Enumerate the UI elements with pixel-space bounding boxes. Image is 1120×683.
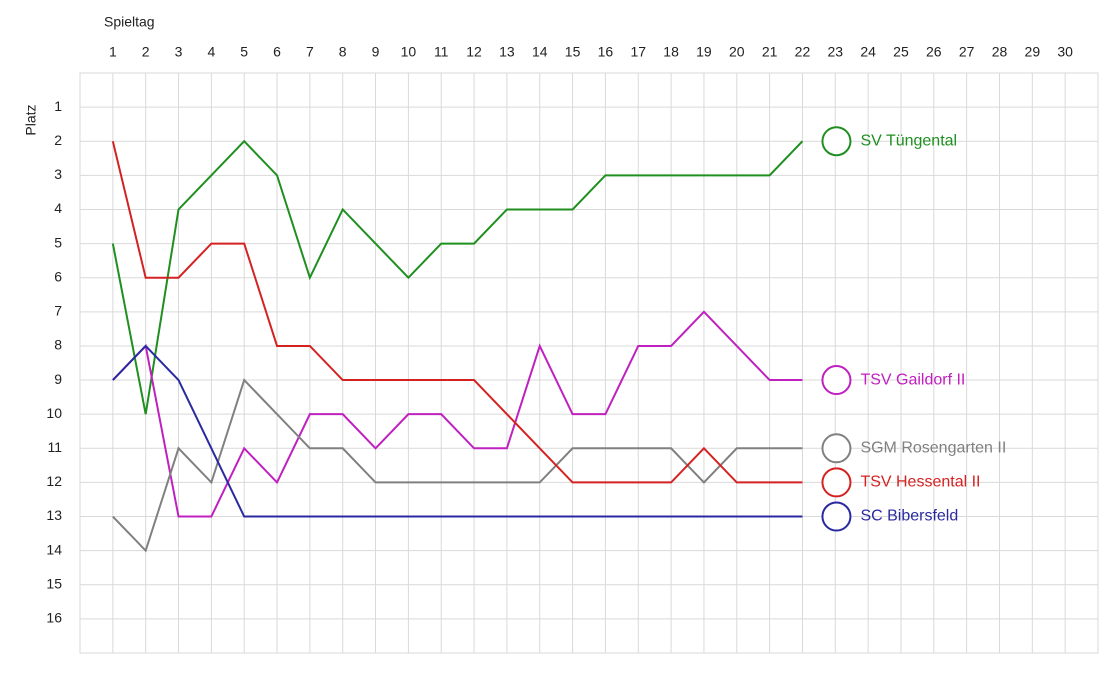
plot-frame: [79, 72, 1099, 654]
x-tick-label: 26: [926, 44, 942, 60]
team-logo: [821, 365, 852, 396]
y-tick-label: 3: [54, 166, 62, 182]
y-tick-label: 14: [46, 541, 62, 557]
x-tick-label: 5: [240, 44, 248, 60]
x-tick-label: 3: [175, 44, 183, 60]
legend-label: TSV Gaildorf II: [860, 371, 965, 388]
x-tick-label: 27: [959, 44, 975, 60]
x-tick-label: 4: [207, 44, 215, 60]
x-tick-label: 23: [828, 44, 844, 60]
team-logo: [821, 126, 852, 157]
y-tick-label: 4: [54, 200, 62, 216]
y-tick-label: 13: [46, 507, 62, 523]
x-tick-label: 8: [339, 44, 347, 60]
x-tick-label: 7: [306, 44, 314, 60]
series-line: [112, 378, 803, 553]
x-axis-label: Spieltag: [104, 14, 155, 30]
series-line: [112, 344, 803, 518]
x-tick-label: 10: [401, 44, 417, 60]
x-tick-label: 17: [630, 44, 646, 60]
y-tick-label: 2: [54, 132, 62, 148]
team-logo: [821, 433, 852, 464]
y-tick-label: 6: [54, 268, 62, 284]
x-tick-label: 14: [532, 44, 548, 60]
y-tick-label: 9: [54, 371, 62, 387]
legend-label: SC Bibersfeld: [860, 508, 958, 525]
y-tick-label: 12: [46, 473, 62, 489]
x-tick-label: 28: [992, 44, 1008, 60]
y-tick-label: 5: [54, 234, 62, 250]
team-logo: [821, 467, 852, 498]
legend-label: SV Tüngental: [860, 132, 957, 149]
x-tick-label: 13: [499, 44, 515, 60]
y-tick-label: 8: [54, 337, 62, 353]
x-tick-label: 2: [142, 44, 150, 60]
x-tick-label: 21: [762, 44, 778, 60]
y-tick-label: 11: [47, 439, 62, 455]
y-tick-label: 15: [46, 575, 62, 591]
x-tick-label: 30: [1057, 44, 1073, 60]
x-tick-label: 9: [372, 44, 380, 60]
x-tick-label: 11: [434, 44, 449, 60]
x-tick-label: 12: [466, 44, 482, 60]
x-tick-label: 29: [1025, 44, 1041, 60]
x-tick-label: 1: [109, 44, 117, 60]
y-tick-label: 16: [46, 610, 62, 626]
x-tick-label: 16: [598, 44, 614, 60]
y-tick-label: 7: [54, 303, 62, 319]
team-logo: [821, 501, 852, 532]
x-tick-label: 6: [273, 44, 281, 60]
series-line: [111, 139, 804, 415]
y-tick-label: 10: [46, 405, 62, 421]
x-tick-label: 22: [795, 44, 811, 60]
x-tick-label: 18: [663, 44, 679, 60]
legend-label: TSV Hessental II: [860, 474, 980, 491]
x-tick-label: 15: [565, 44, 581, 60]
series-line: [111, 141, 803, 484]
x-tick-label: 20: [729, 44, 745, 60]
legend-label: SGM Rosengarten II: [860, 440, 1006, 457]
x-tick-label: 19: [696, 44, 712, 60]
y-tick-label: 1: [54, 98, 62, 114]
x-tick-label: 25: [893, 44, 909, 60]
x-tick-label: 24: [860, 44, 876, 60]
y-axis-label: Platz: [23, 104, 39, 135]
